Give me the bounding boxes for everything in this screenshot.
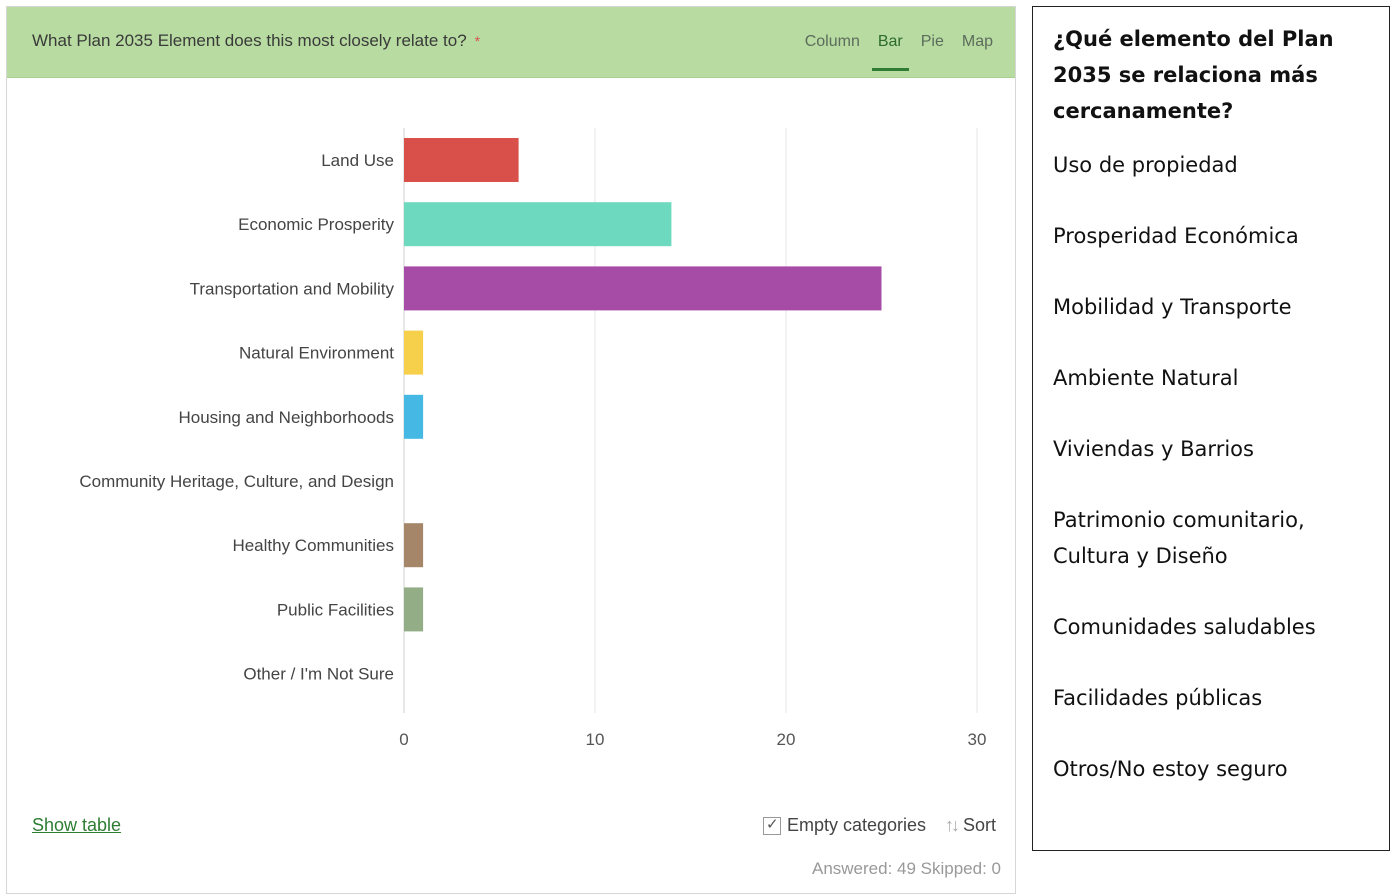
empty-categories-checkbox[interactable] [763, 815, 781, 835]
bar [404, 138, 519, 182]
sort-button[interactable]: ↑↓ Sort [945, 815, 996, 836]
x-tick-label: 0 [399, 730, 408, 749]
category-label: Public Facilities [277, 600, 394, 619]
chart-type-tabs: Column Bar Pie Map [804, 33, 993, 71]
category-label: Healthy Communities [232, 536, 394, 555]
x-tick-label: 20 [777, 730, 796, 749]
sort-icon: ↑↓ [945, 815, 960, 835]
bar [404, 523, 424, 568]
translation-item: Ambiente Natural [1053, 366, 1239, 390]
translation-item: Uso de propiedad [1053, 153, 1238, 177]
survey-question-panel: What Plan 2035 Element does this most cl… [6, 6, 1016, 894]
question-title: What Plan 2035 Element does this most cl… [32, 31, 480, 51]
bar-chart: Land Use Economic Prosperity Transportatio… [79, 128, 987, 749]
translation-item: Comunidades saludables [1053, 615, 1316, 639]
translation-item: Prosperidad Económica [1053, 224, 1299, 248]
question-text: What Plan 2035 Element does this most cl… [32, 31, 467, 50]
sort-label: Sort [963, 815, 997, 835]
category-label: Economic Prosperity [238, 215, 394, 234]
tab-bar[interactable]: Bar [871, 33, 909, 71]
translation-item: Facilidades públicas [1053, 686, 1263, 710]
x-tick-label: 10 [586, 730, 605, 749]
category-label: Housing and Neighborhoods [179, 408, 395, 427]
translation-item: Mobilidad y Transporte [1053, 295, 1292, 319]
spanish-translation-box: ¿Qué elemento del Plan 2035 se relaciona… [1032, 6, 1390, 851]
category-label: Other / I'm Not Sure [243, 665, 394, 684]
translation-item: Viviendas y Barrios [1053, 437, 1254, 461]
tab-pie[interactable]: Pie [920, 33, 944, 50]
show-table-link[interactable]: Show table [32, 815, 122, 835]
bar [404, 394, 424, 439]
response-count: Answered: 49 Skipped: 0 [811, 859, 1001, 878]
question-header: What Plan 2035 Element does this most cl… [7, 7, 1015, 78]
translation-item: Otros/No estoy seguro [1053, 757, 1288, 781]
tab-map[interactable]: Map [961, 33, 993, 50]
bar [404, 266, 882, 311]
category-label: Land Use [321, 151, 394, 170]
category-label: Natural Environment [239, 344, 394, 363]
empty-categories-label: Empty categories [787, 815, 927, 835]
bar [404, 330, 424, 375]
x-tick-label: 30 [968, 730, 987, 749]
bar [404, 202, 672, 247]
bar [404, 587, 424, 632]
tab-column[interactable]: Column [804, 33, 860, 50]
empty-categories-toggle[interactable]: Empty categories [763, 815, 926, 836]
category-label: Transportation and Mobility [190, 279, 395, 298]
translation-title: ¿Qué elemento del Plan 2035 se relaciona… [1053, 27, 1334, 123]
category-label: Community Heritage, Culture, and Design [79, 472, 394, 491]
required-mark: * [474, 33, 481, 49]
translation-item: Patrimonio comunitario, Cultura y Diseño [1053, 508, 1305, 568]
